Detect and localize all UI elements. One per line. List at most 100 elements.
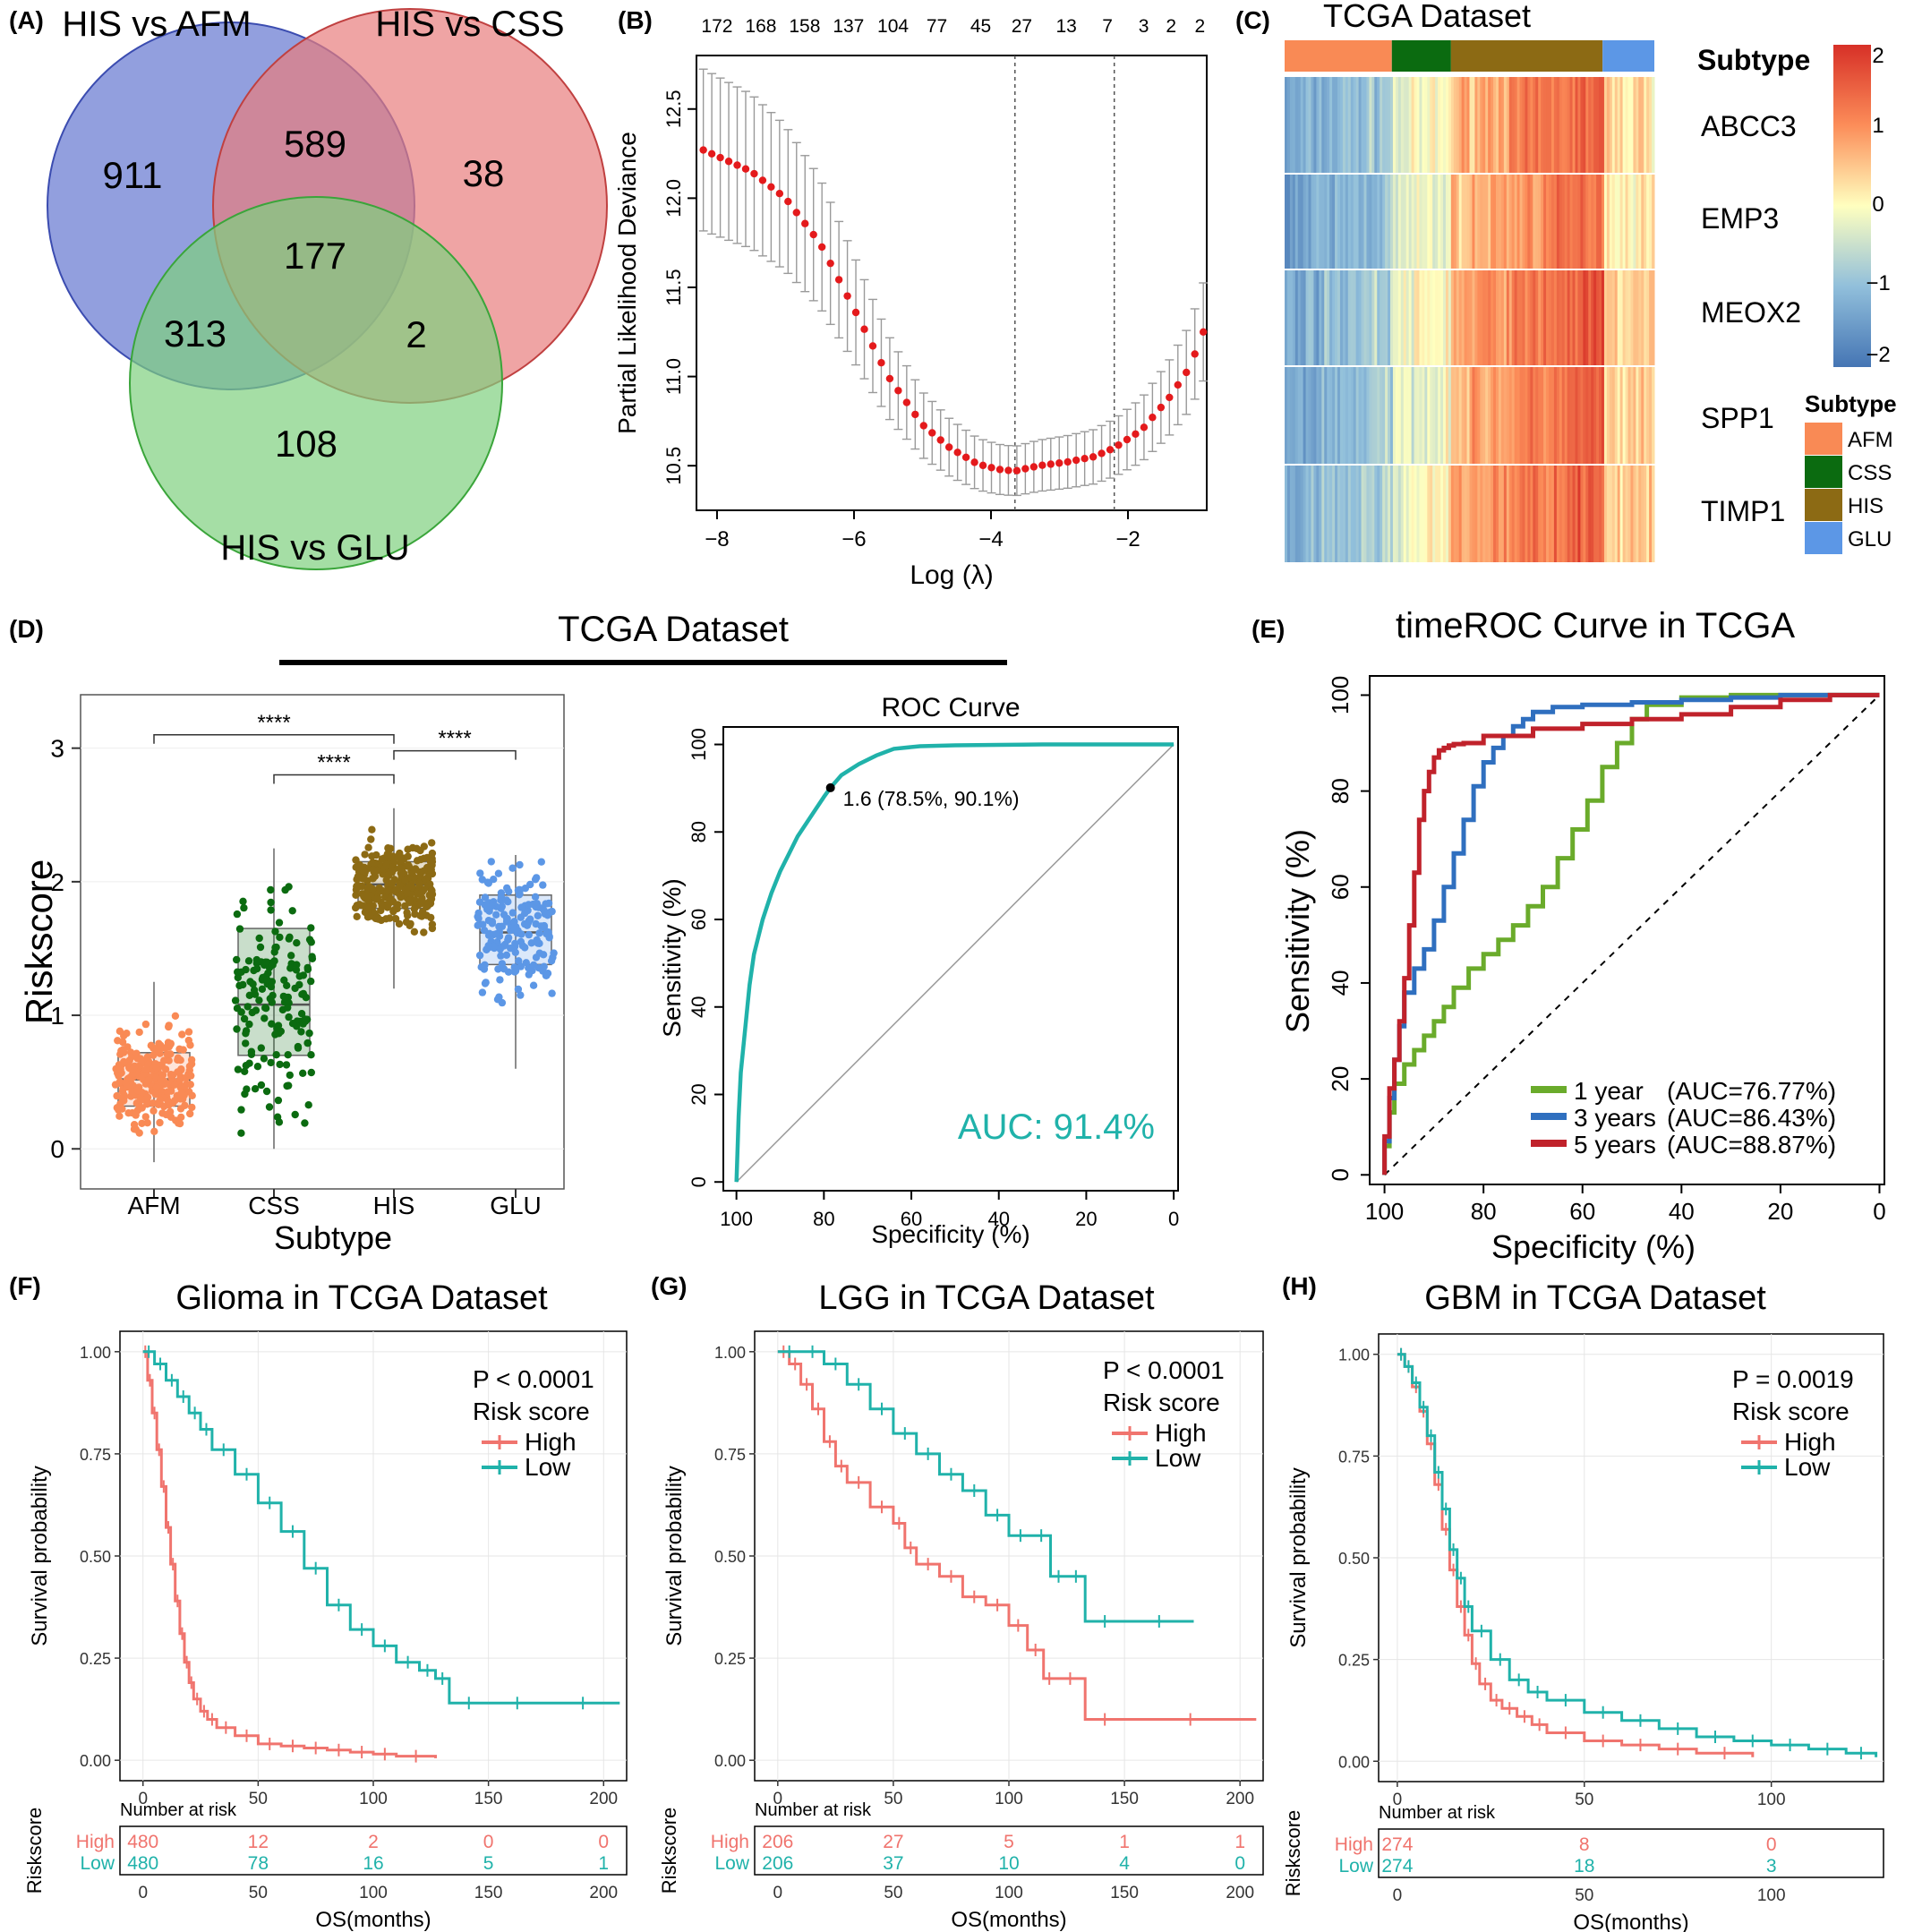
heatmap-cell: [1443, 77, 1447, 173]
auc-label: AUC: 91.4%: [958, 1107, 1155, 1147]
riskscore-point: [358, 882, 366, 891]
riskscore-point: [188, 1103, 196, 1112]
heatmap-cell: [1638, 466, 1642, 562]
venn-set-label: HIS vs CSS: [375, 4, 564, 44]
heatmap-cell: [1411, 466, 1415, 562]
heatmap-cell: [1591, 175, 1594, 269]
heatmap-cell: [1543, 175, 1547, 269]
heatmap-cell: [1553, 175, 1558, 269]
heatmap-cell: [1448, 466, 1452, 562]
heatmap-cell: [1514, 466, 1518, 562]
heatmap-cell: [1508, 175, 1513, 269]
heatmap-cell: [1575, 270, 1578, 365]
top-axis-label: 168: [745, 16, 776, 37]
top-axis-label: 104: [877, 16, 909, 37]
risk-count: 5: [1004, 1832, 1014, 1852]
riskscore-point: [540, 962, 548, 970]
heatmap-cell: [1350, 175, 1354, 269]
riskscore-point: [511, 939, 519, 948]
heatmap-cell: [1580, 175, 1584, 269]
heatmap-cell: [1546, 270, 1550, 365]
heatmap-cell: [1403, 367, 1407, 464]
km-y-axis-title: Survival probability: [1286, 1467, 1311, 1647]
heatmap-cell: [1419, 367, 1422, 464]
timeroc-title: timeROC Curve in TCGA: [1396, 606, 1795, 645]
x-tick-label: −8: [705, 527, 729, 551]
heatmap-cell: [1633, 270, 1636, 365]
heatmap-cell: [1550, 77, 1555, 173]
riskscore-point: [276, 1060, 284, 1069]
heatmap-cell: [1432, 270, 1436, 365]
legend-label: 3 years: [1574, 1104, 1656, 1132]
venn-region-count: 108: [275, 423, 337, 465]
risk-row-label: Low: [1338, 1856, 1373, 1876]
y-tick-label: 0.75: [1338, 1448, 1370, 1466]
riskscore-point: [263, 976, 271, 984]
heatmap-cell: [1516, 466, 1521, 562]
heatmap-cell: [1335, 77, 1338, 173]
heatmap-cell: [1342, 367, 1346, 464]
heatmap-cell: [1527, 270, 1531, 365]
risk-table-title: Number at risk: [120, 1800, 237, 1820]
heatmap-cell: [1522, 466, 1525, 562]
x-tick-label: 150: [1110, 1790, 1139, 1808]
heatmap-cell: [1445, 77, 1449, 173]
heatmap-cell: [1577, 466, 1581, 562]
deviance-point: [1106, 446, 1115, 454]
heatmap-cell: [1345, 367, 1349, 464]
riskscore-point: [129, 1065, 137, 1073]
heatmap-cell: [1617, 466, 1621, 562]
heatmap-cell: [1321, 77, 1325, 173]
riskscore-point: [299, 971, 308, 979]
heatmap-cell: [1541, 175, 1544, 269]
riskscore-point: [160, 1056, 168, 1064]
heatmap-cell: [1422, 466, 1425, 562]
riskscore-point: [293, 961, 301, 969]
heatmap-cell: [1435, 77, 1439, 173]
heatmap-cell: [1419, 175, 1422, 269]
y-tick-label: 12.0: [662, 179, 685, 218]
heatmap-cell: [1593, 367, 1597, 464]
heatmap-cell: [1292, 367, 1296, 464]
heatmap-cell: [1456, 77, 1460, 173]
heatmap-cell: [1591, 270, 1594, 365]
heatmap-cell: [1649, 270, 1653, 365]
heatmap-cell: [1493, 466, 1497, 562]
heatmap-cell: [1533, 270, 1536, 365]
y-tick-label: 0.00: [80, 1752, 111, 1770]
risk-count: 5: [483, 1853, 494, 1874]
riskscore-point: [187, 1056, 196, 1064]
risk-count: 480: [127, 1853, 158, 1874]
riskscore-point: [500, 965, 508, 973]
heatmap-cell: [1438, 466, 1441, 562]
riskscore-point: [115, 1106, 123, 1114]
heatmap-cell: [1644, 77, 1647, 173]
heatmap-cell: [1567, 175, 1571, 269]
heatmap-cell: [1630, 175, 1634, 269]
y-tick-label: 11.0: [662, 358, 685, 395]
panel-label-g: (G): [651, 1272, 687, 1300]
km-legend-label: Low: [525, 1453, 571, 1481]
heatmap-cell: [1327, 270, 1330, 365]
roc-frame: [722, 726, 1179, 1192]
riskscore-point: [242, 1039, 250, 1047]
heatmap-cell: [1599, 77, 1602, 173]
heatmap-cell: [1514, 270, 1518, 365]
heatmap-cell: [1599, 270, 1602, 365]
heatmap-cell: [1469, 175, 1473, 269]
heatmap-cell: [1622, 175, 1627, 269]
heatmap-cell: [1633, 175, 1636, 269]
heatmap-cell: [1432, 466, 1436, 562]
riskscore-point: [543, 970, 552, 978]
heatmap-cell: [1622, 270, 1627, 365]
riskscore-point: [304, 1101, 312, 1109]
km-curve-high: [142, 1350, 437, 1758]
heatmap-cell: [1543, 77, 1547, 173]
riskscore-point: [291, 1110, 299, 1119]
riskscore-point: [160, 1044, 169, 1053]
heatmap-cell: [1408, 367, 1413, 464]
heatmap-cell: [1458, 367, 1463, 464]
riskscore-point: [114, 1037, 122, 1045]
heatmap-cell: [1366, 466, 1370, 562]
heatmap-cell: [1438, 77, 1441, 173]
